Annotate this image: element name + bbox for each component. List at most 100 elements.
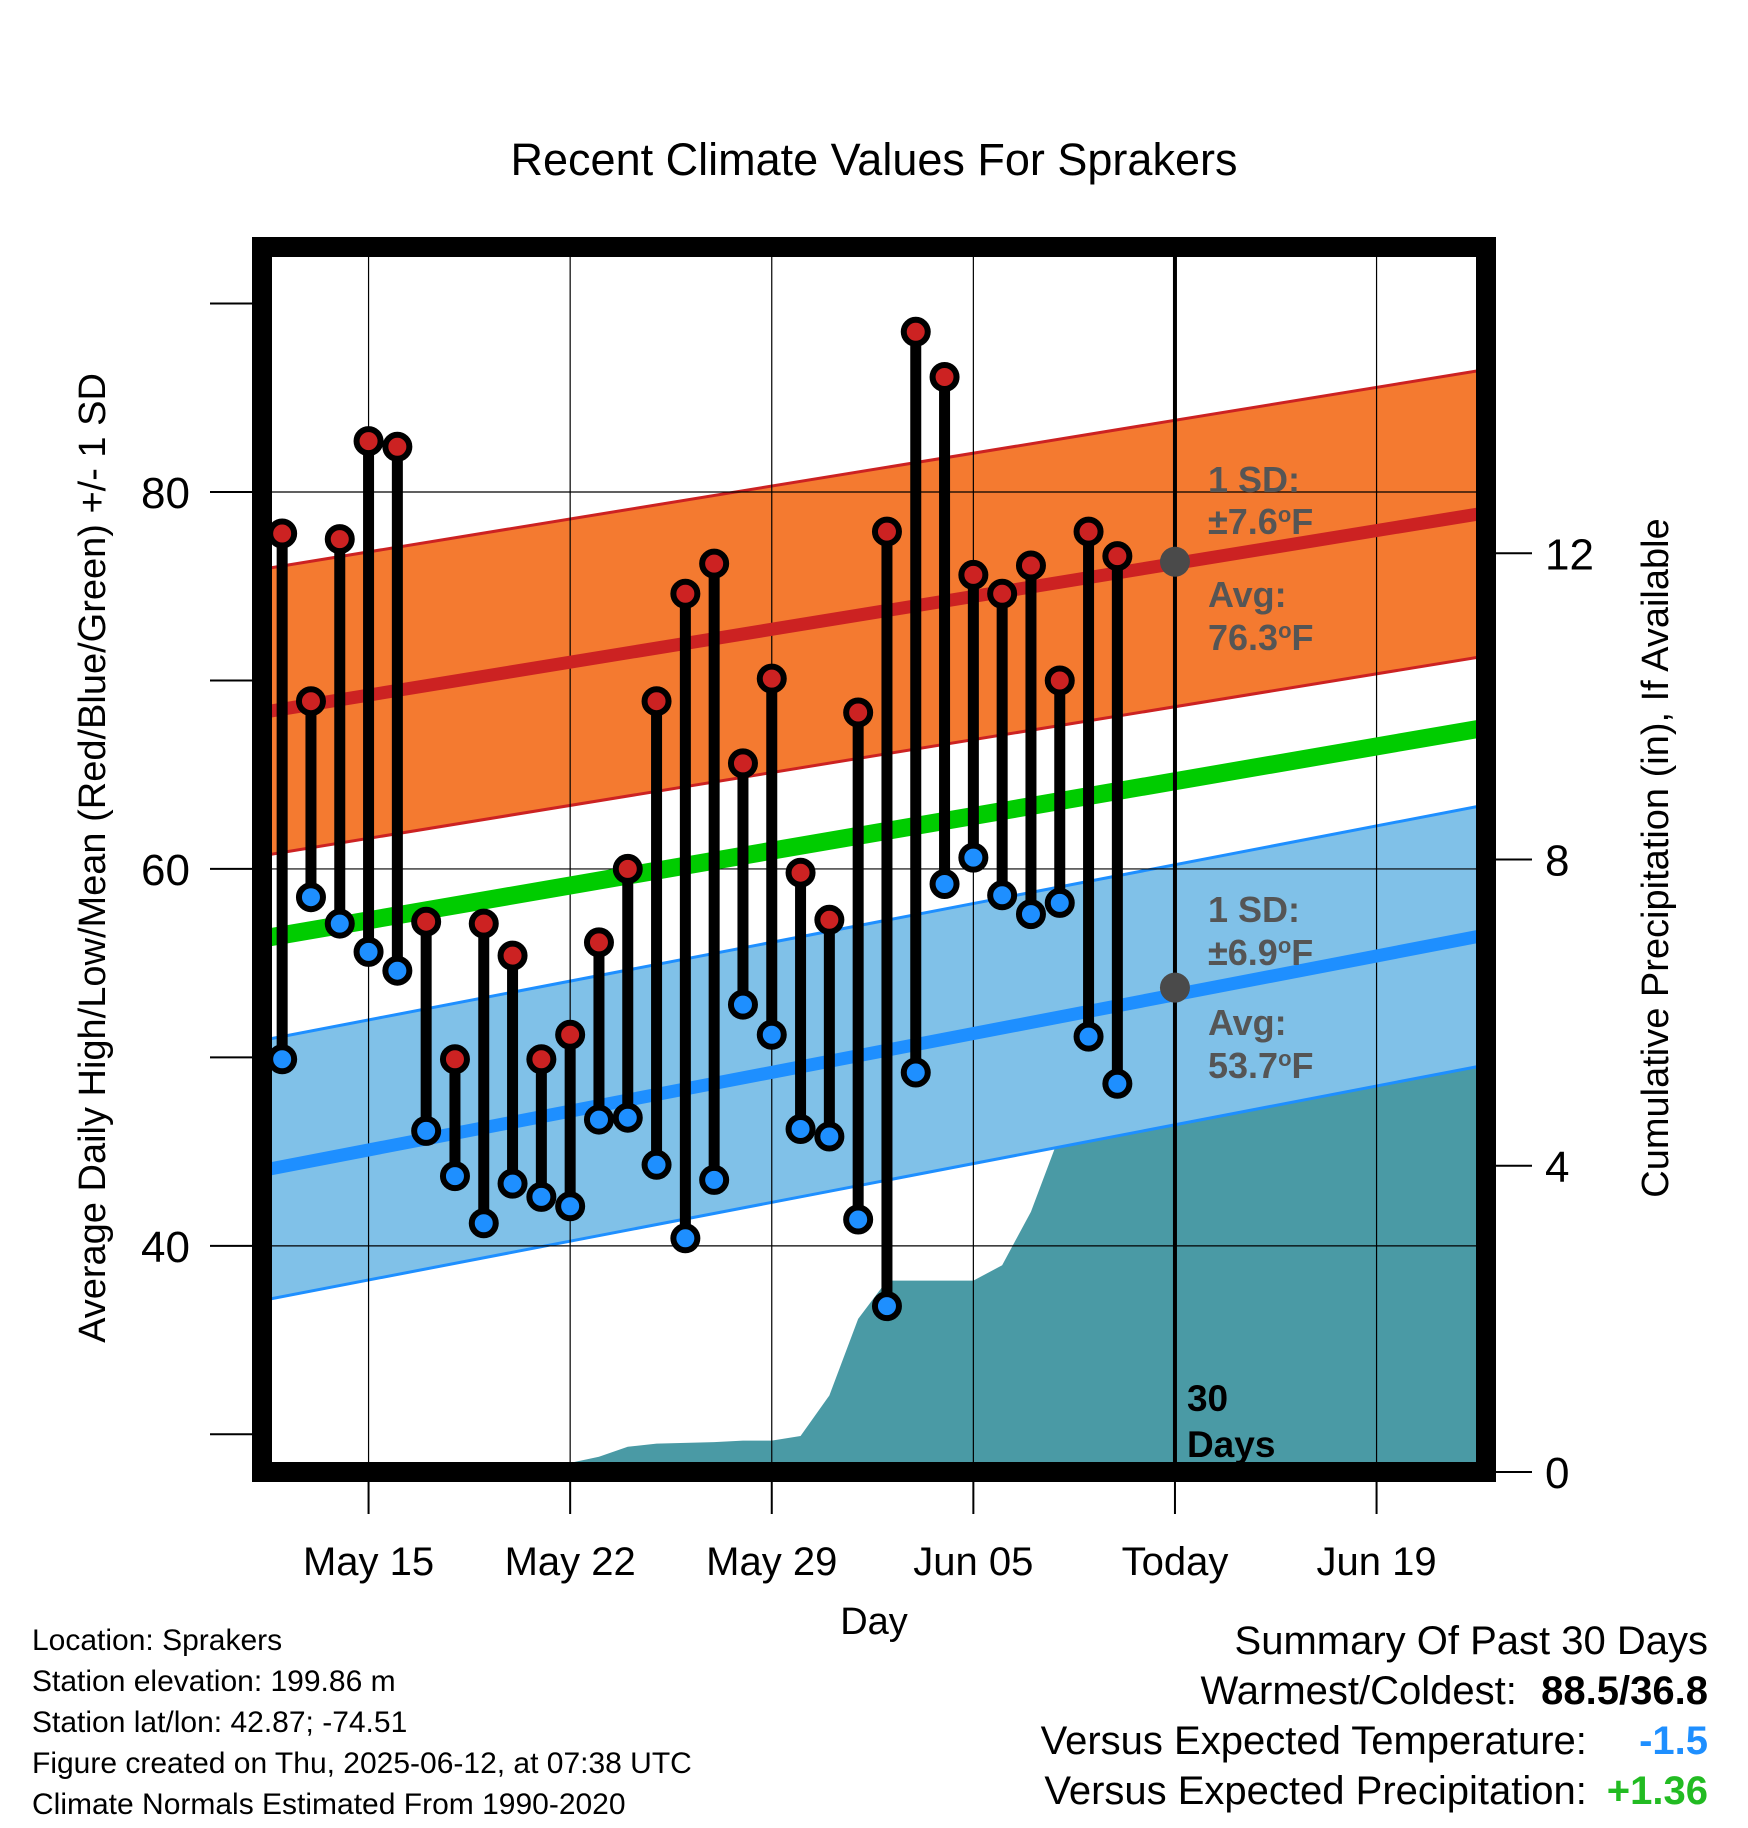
daily-high-point (756, 663, 787, 694)
daily-low-point (641, 1149, 672, 1180)
daily-high-point (324, 524, 355, 555)
x-tick-label: May 29 (706, 1540, 837, 1584)
high-sd-band-lower-edge (262, 654, 1486, 858)
daily-low-point (555, 1191, 586, 1222)
y-tick-label: 60 (141, 846, 190, 895)
daily-high-point (1102, 541, 1133, 572)
high-sd-band-upper-edge (262, 368, 1486, 571)
daily-low-point (756, 1019, 787, 1050)
daily-high-point (929, 362, 960, 393)
warmest-value: 88.5/36.8 (1541, 1669, 1708, 1713)
daily-high-point (583, 927, 614, 958)
daily-high-point (612, 853, 643, 884)
daily-high-point (497, 940, 528, 971)
today-normal-marker (1159, 546, 1190, 577)
daily-high-point (1073, 516, 1104, 547)
latlon-text: Station lat/lon: 42.87; -74.51 (32, 1706, 408, 1739)
daily-high-point (411, 906, 442, 937)
daily-high-point (814, 904, 845, 935)
daily-low-point (900, 1057, 931, 1088)
y2-tick-label: 12 (1545, 530, 1594, 579)
x-tick-label: Jun 05 (913, 1540, 1033, 1584)
temp-value: -1.5 (1639, 1719, 1708, 1763)
normals-text: Climate Normals Estimated From 1990-2020 (32, 1788, 626, 1821)
low-sd-band-lower-edge (262, 1063, 1486, 1302)
location-text: Location: Sprakers (32, 1624, 283, 1657)
low-sd-value: ±6.9oF (1208, 932, 1313, 973)
daily-low-point (670, 1223, 701, 1254)
daily-high-point (439, 1044, 470, 1075)
precip-label: Versus Expected Precipitation: (1044, 1769, 1587, 1813)
high-normal-line (262, 506, 1486, 719)
plot-frame (252, 237, 1496, 1482)
daily-low-point (439, 1161, 470, 1192)
daily-high-point (555, 1019, 586, 1050)
daily-low-point (929, 869, 960, 899)
daily-low-point (1015, 899, 1046, 930)
daily-low-point (497, 1168, 528, 1199)
daily-low-point (411, 1115, 442, 1146)
summary-title: Summary Of Past 30 Days (1234, 1619, 1708, 1663)
daily-high-point (641, 686, 672, 717)
daily-low-point (958, 842, 989, 873)
daily-high-point (382, 431, 413, 462)
low-avg-value: 53.7oF (1208, 1045, 1314, 1086)
daily-high-point (843, 697, 874, 728)
daily-high-point (987, 578, 1018, 609)
daily-high-point (267, 518, 298, 549)
mean-normal-line (262, 718, 1486, 948)
elevation-text: Station elevation: 199.86 m (32, 1665, 396, 1698)
daily-high-point (526, 1044, 557, 1075)
axes: 40 60 80 0 4 8 12 May 15 May 22 May 29 Jun 05 Today… (141, 302, 1594, 1584)
daily-low-point (727, 989, 758, 1020)
temp-row: Versus Expected Temperature: -1.5 (1041, 1716, 1708, 1766)
daily-high-point (699, 548, 730, 579)
daily-high-point (958, 559, 989, 590)
today-normal-marker (1159, 972, 1190, 1003)
x-tick-label: May 22 (505, 1540, 636, 1584)
daily-low-point (295, 882, 326, 913)
y2-tick-label: 0 (1545, 1449, 1569, 1498)
y-axis-label: Average Daily High/Low/Mean (Red/Blue/Gr… (72, 373, 114, 1343)
daily-high-point (1044, 665, 1075, 696)
daily-low-point (1044, 887, 1075, 918)
y2-axis-label: Cumulative Precipitation (in), If Availa… (1635, 518, 1677, 1197)
daily-low-point (814, 1121, 845, 1152)
y-tick-label: 40 (141, 1223, 190, 1272)
daily-low-point (1134, 0, 1158, 12)
daily-high-point (785, 857, 816, 888)
high-avg-label: Avg: (1208, 574, 1287, 615)
x-axis-label: Day (840, 1601, 908, 1643)
y2-tick-label: 8 (1545, 837, 1569, 886)
precip-value: +1.36 (1606, 1769, 1708, 1813)
daily-low-point (1073, 1021, 1104, 1052)
precip-row: Versus Expected Precipitation: +1.36 (1041, 1766, 1708, 1816)
summary-panel: Summary Of Past 30 Days Warmest/Coldest:… (1041, 1616, 1708, 1816)
high-sd-label: 1 SD: (1208, 459, 1300, 500)
daily-high-point (900, 316, 931, 347)
daily-low-point (382, 955, 413, 986)
low-avg-label: Avg: (1208, 1002, 1287, 1043)
daily-high-point (353, 426, 384, 457)
y2-tick-label: 4 (1545, 1143, 1569, 1192)
warmest-label: Warmest/Coldest: (1200, 1669, 1517, 1713)
daily-low-point (468, 1208, 499, 1239)
temp-label: Versus Expected Temperature: (1040, 1719, 1587, 1763)
daily-high-point (670, 578, 701, 609)
x-tick-label: Today (1122, 1540, 1229, 1584)
daily-low-point (785, 1114, 816, 1144)
daily-low-point (612, 1102, 643, 1133)
chart-title: Recent Climate Values For Sprakers (511, 134, 1238, 185)
high-sd-value: ±7.6oF (1208, 501, 1313, 542)
precip-area (262, 1066, 1486, 1472)
daily-low-point (526, 1181, 557, 1212)
low-sd-band-upper-edge (262, 803, 1486, 1042)
daily-low-point (267, 1044, 298, 1075)
low-normal-line (262, 928, 1486, 1177)
daily-high-point (871, 516, 902, 547)
daily-low-point (353, 936, 384, 967)
daily-high-point (1015, 550, 1046, 581)
plot-border (252, 237, 1496, 1482)
daily-high-point (727, 748, 758, 779)
